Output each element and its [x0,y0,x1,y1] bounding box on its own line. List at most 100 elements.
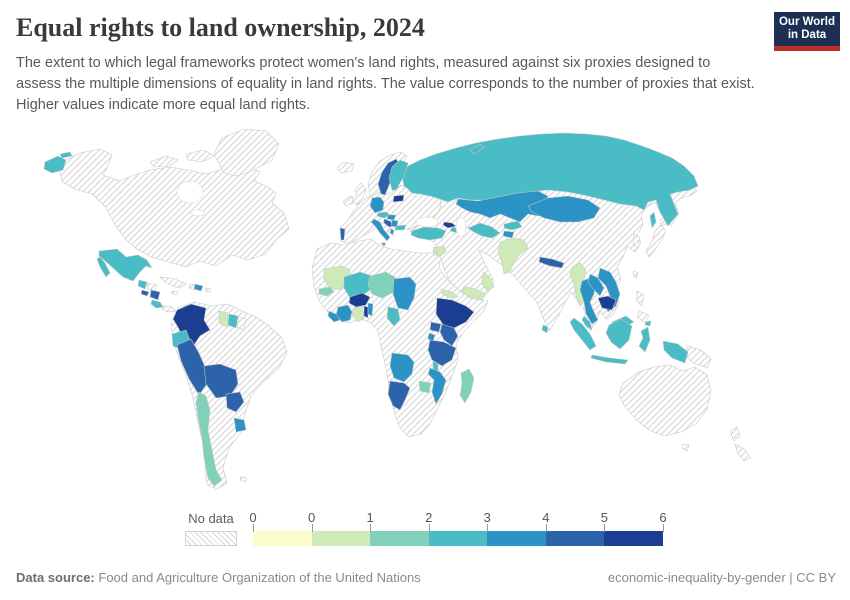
country-haiti[interactable] [188,283,196,291]
owid-logo-line2: in Data [787,29,827,41]
country-jamaica[interactable] [170,290,179,296]
country-ethiopia[interactable] [435,297,475,329]
legend-no-data-swatch[interactable] [185,531,237,546]
legend-no-data-label: No data [188,511,234,526]
country-bolivia[interactable] [203,363,239,399]
country-togo[interactable] [363,305,369,319]
legend-bin-4-5[interactable] [545,531,605,546]
country-philippines[interactable] [636,290,650,324]
country-paraguay[interactable] [225,391,245,413]
country-taiwan[interactable] [632,270,639,279]
country-korea[interactable] [632,233,641,249]
legend-tick-label: 2 [425,510,433,525]
country-sri-lanka[interactable] [541,324,549,334]
country-liberia[interactable] [327,310,341,323]
legend-tick-label: 0 [307,510,316,525]
country-niger[interactable] [367,271,397,299]
country-mozambique[interactable] [427,367,447,405]
country-uzbekistan[interactable] [467,222,501,239]
country-albania[interactable] [389,228,395,236]
country-uruguay[interactable] [233,417,247,433]
country-new-zealand[interactable] [729,426,752,462]
country-hungary[interactable] [386,214,397,221]
country-puerto-rico[interactable] [204,287,212,293]
country-greenland[interactable] [213,128,280,177]
country-cambodia[interactable] [597,295,617,311]
country-finland[interactable] [388,159,409,191]
country-yemen[interactable] [461,285,487,301]
country-falkland-islands[interactable] [239,476,248,483]
country-panama[interactable] [161,305,177,313]
country-iceland[interactable] [336,161,355,174]
legend-color-bar[interactable] [253,531,664,546]
country-australia[interactable] [618,364,712,437]
country-united-kingdom[interactable] [351,182,367,206]
country-suriname[interactable] [227,313,239,329]
country-el-salvador[interactable] [140,289,150,297]
country-lithuania[interactable] [392,194,405,203]
country-mexico[interactable] [96,248,153,282]
legend-bin-0-1[interactable] [311,531,371,546]
country-chile[interactable] [195,391,223,487]
legend-bin-0[interactable] [253,531,312,546]
country-dominican-republic[interactable] [193,283,204,292]
country-costa-rica[interactable] [150,299,164,309]
country-austria[interactable] [376,211,391,219]
legend-bin-5-6[interactable] [604,531,664,546]
legend-bin-3-4[interactable] [487,531,546,546]
country-kazakhstan[interactable] [455,190,549,223]
country-nepal[interactable] [538,256,565,269]
country-nicaragua[interactable] [149,289,161,301]
owid-logo-red-bar [774,46,840,51]
country-israel[interactable] [432,246,438,257]
country-turkey[interactable] [410,226,447,241]
country-pakistan[interactable] [497,237,529,275]
country-mali[interactable] [343,271,373,299]
country-russia[interactable] [43,132,699,229]
country-madagascar[interactable] [459,368,475,404]
country-italy[interactable] [370,218,391,247]
legend-tick-label: 6 [659,510,667,525]
country-chad[interactable] [392,276,417,311]
country-burkina-faso[interactable] [348,292,371,308]
country-uganda[interactable] [429,321,442,333]
footer-source-text: Food and Agriculture Organization of the… [98,570,421,585]
country-benin[interactable] [367,302,374,317]
hudson-bay [176,180,204,204]
country-canada-usa[interactable] [59,148,290,268]
country-cuba[interactable] [159,276,188,289]
country-mongolia[interactable] [527,195,601,223]
country-tasmania[interactable] [681,443,690,452]
country-germany[interactable] [369,196,385,214]
legend-bin-1-2[interactable] [370,531,429,546]
country-oman[interactable] [481,271,495,293]
country-bulgaria[interactable] [394,224,407,231]
country-guatemala[interactable] [137,279,148,290]
country-guyana[interactable] [218,310,229,328]
country-kyrgyzstan[interactable] [503,220,523,231]
country-ghana[interactable] [351,305,365,323]
country-indonesia[interactable] [569,317,689,365]
country-tanzania[interactable] [427,339,457,367]
legend-tick [604,524,606,532]
country-japan[interactable] [645,217,667,258]
owid-logo[interactable]: Our World in Data [774,12,840,52]
country-papua-new-guinea[interactable] [684,345,712,369]
country-honduras[interactable] [146,282,158,292]
legend-bin-2-3[interactable] [428,531,488,546]
country-namibia[interactable] [387,380,411,411]
country-eritrea[interactable] [440,288,459,299]
country-senegal[interactable] [318,286,335,297]
country-angola[interactable] [389,352,415,383]
country-french-guiana[interactable] [236,316,247,331]
country-zimbabwe[interactable] [418,380,432,394]
country-portugal[interactable] [339,227,346,241]
footer-license-link[interactable]: economic-inequality-by-gender | CC BY [607,570,836,585]
footer-source: Data source: Food and Agriculture Organi… [16,570,421,585]
page-title: Equal rights to land ownership, 2024 [16,13,425,42]
legend-tick-label: 1 [366,510,374,525]
country-cameroon[interactable] [386,306,401,327]
country-ireland[interactable] [342,195,354,207]
great-lakes [190,209,206,217]
